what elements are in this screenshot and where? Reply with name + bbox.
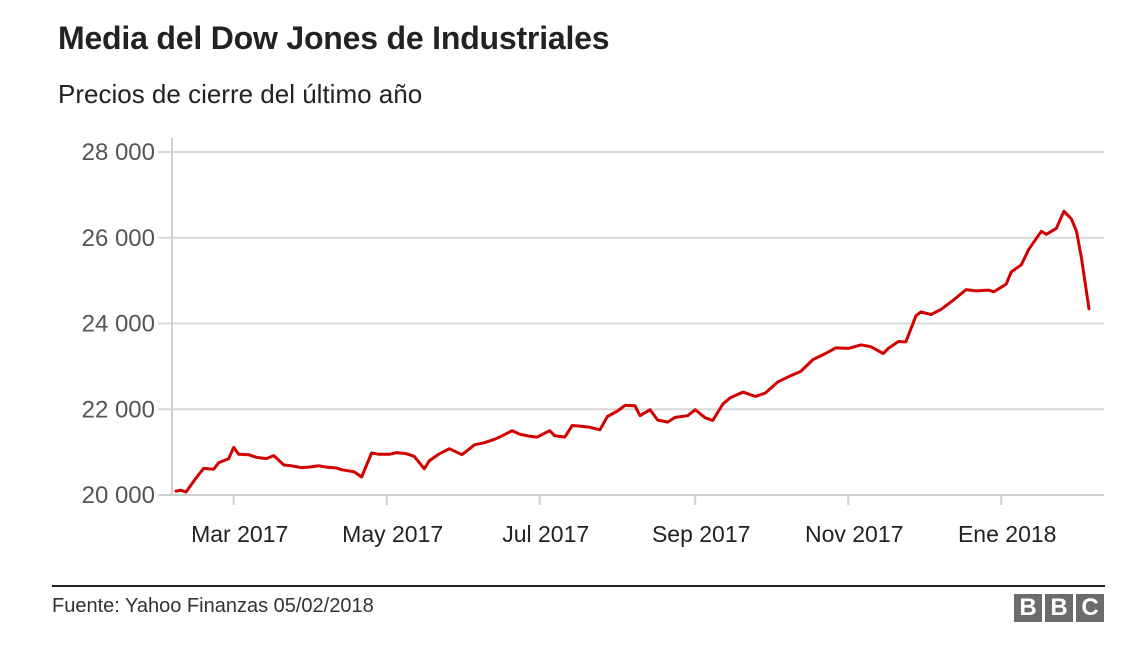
y-tick-label-4: 28 000 bbox=[82, 139, 155, 166]
series-line-0 bbox=[174, 209, 1091, 494]
footer-divider bbox=[52, 585, 1105, 587]
chart-title: Media del Dow Jones de Industriales bbox=[58, 20, 610, 56]
logo-letter-b2: B bbox=[1045, 594, 1073, 622]
grid-lines bbox=[158, 151, 1104, 496]
y-axis-ticks: 20 000 22 000 24 000 26 000 28 000 bbox=[82, 139, 155, 509]
x-tick-label-0: Mar 2017 bbox=[191, 521, 288, 547]
x-tick-label-1: May 2017 bbox=[342, 521, 443, 547]
y-tick-label-0: 20 000 bbox=[82, 482, 155, 509]
series-layer bbox=[174, 209, 1091, 494]
source-note: Fuente: Yahoo Finanzas 05/02/2018 bbox=[52, 595, 374, 617]
y-tick-label-2: 24 000 bbox=[82, 311, 155, 338]
bbc-logo: B B C bbox=[1014, 594, 1104, 622]
x-tick-label-3: Sep 2017 bbox=[652, 521, 750, 547]
logo-letter-b1: B bbox=[1014, 594, 1042, 622]
x-axis-ticks: Mar 2017 May 2017 Jul 2017 Sep 2017 Nov 2017… bbox=[191, 495, 1056, 547]
x-tick-label-4: Nov 2017 bbox=[805, 521, 903, 547]
x-tick-label-5: Ene 2018 bbox=[958, 521, 1056, 547]
logo-letter-c: C bbox=[1076, 594, 1104, 622]
chart-subtitle: Precios de cierre del último año bbox=[58, 79, 423, 109]
y-tick-label-3: 26 000 bbox=[82, 225, 155, 252]
y-tick-label-1: 22 000 bbox=[82, 396, 155, 423]
x-tick-label-2: Jul 2017 bbox=[502, 521, 589, 547]
